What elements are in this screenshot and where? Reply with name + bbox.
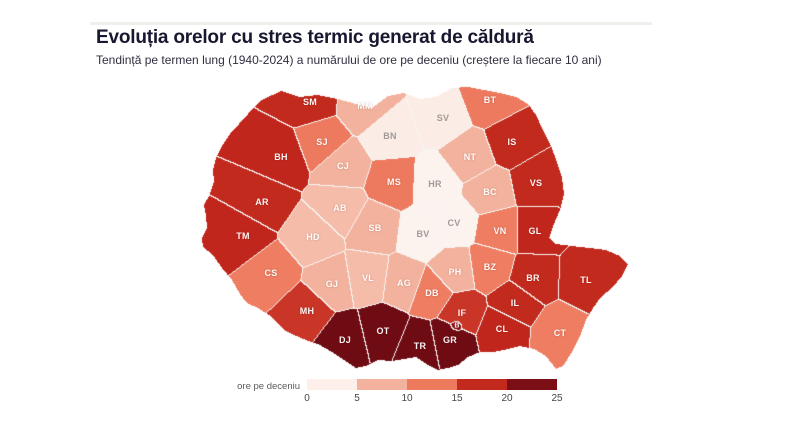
legend-title: ore pe deceniu xyxy=(237,381,300,392)
legend-tick-10: 10 xyxy=(401,393,413,404)
legend-tick-5: 5 xyxy=(354,393,360,404)
legend-tick-0: 0 xyxy=(304,393,310,404)
legend-swatch-0 xyxy=(307,379,357,390)
legend-swatch-1 xyxy=(357,379,407,390)
legend-swatch-2 xyxy=(407,379,457,390)
legend-color-bar xyxy=(307,379,557,390)
legend-swatch-4 xyxy=(507,379,557,390)
legend-swatch-3 xyxy=(457,379,507,390)
legend-tick-25: 25 xyxy=(551,393,563,404)
legend-tick-15: 15 xyxy=(451,393,463,404)
romania-map-canvas[interactable] xyxy=(180,78,660,378)
chart-subtitle: Tendință pe termen lung (1940-2024) a nu… xyxy=(96,53,602,67)
legend-tick-20: 20 xyxy=(501,393,513,404)
chart-title: Evoluția orelor cu stres termic generat … xyxy=(96,27,534,48)
top-divider xyxy=(90,22,652,25)
